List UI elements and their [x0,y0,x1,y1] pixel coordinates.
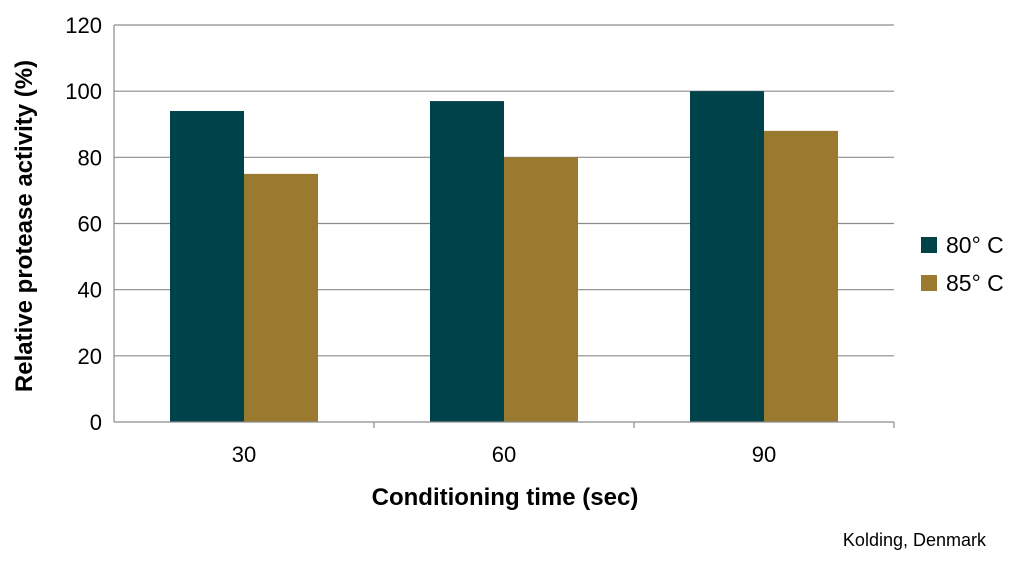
bar [504,157,578,423]
legend-swatch [921,237,937,253]
legend-swatch [921,275,937,291]
x-tick-label: 60 [492,442,516,467]
y-tick-label: 40 [78,278,102,303]
bars [170,91,838,423]
source-note: Kolding, Denmark [842,530,986,550]
x-tick-label: 90 [752,442,776,467]
y-tick-label: 100 [65,79,102,104]
y-tick-label: 80 [78,145,102,170]
bar [244,173,318,422]
x-tick-labels: 30 60 90 [232,442,776,467]
bar [690,91,764,423]
bar [764,130,838,422]
legend-label: 80° C [946,232,1004,258]
y-tick-labels: 0 20 40 60 80 100 120 [65,13,102,435]
bar [430,101,504,422]
y-tick-label: 0 [90,410,102,435]
y-tick-label: 20 [78,344,102,369]
y-tick-label: 60 [78,212,102,237]
y-tick-label: 120 [65,13,102,38]
x-tick-label: 30 [232,442,256,467]
y-axis-title: Relative protease activity (%) [11,60,38,392]
legend: 80° C 85° C [921,232,1004,296]
axes [113,25,895,428]
bar [170,111,244,423]
x-axis-title: Conditioning time (sec) [372,484,639,511]
legend-label: 85° C [946,270,1004,296]
